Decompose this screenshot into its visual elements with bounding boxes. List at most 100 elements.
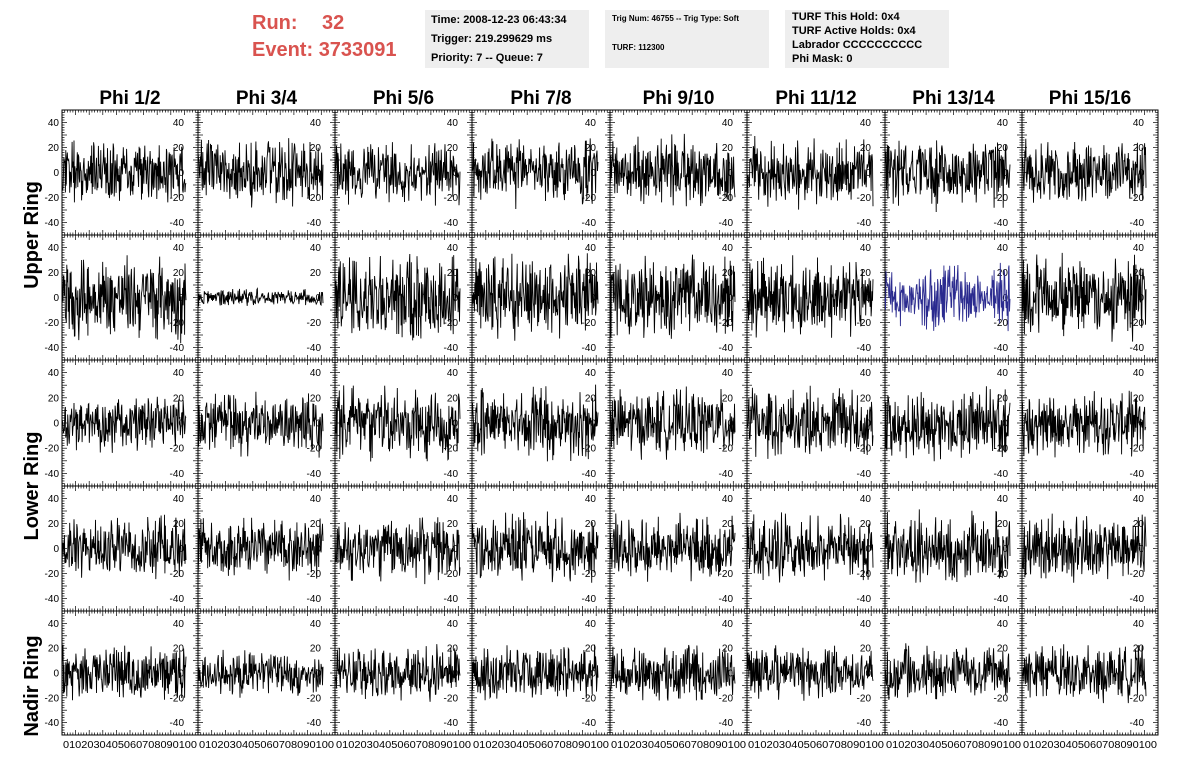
y-tick-label: -20 [45,444,60,455]
y-tick-label: -20 [582,318,597,329]
y-tick-label: 40 [860,118,872,129]
y-tick-label: 20 [173,268,185,279]
waveform-trace [609,253,736,339]
y-tick-label: -40 [994,469,1009,480]
turf-active-holds-text: TURF Active Holds: 0x4 [792,24,942,38]
waveform-trace [746,385,874,459]
y-tick-label: -20 [444,193,459,204]
phi-title-4: Phi 7/8 [510,88,571,109]
y-tick-label: 40 [310,118,322,129]
y-tick-label: -20 [307,444,322,455]
trig-num-text: Trig Num: 46755 -- Trig Type: Soft [612,14,739,23]
y-tick-label: 40 [860,243,872,254]
y-tick-label: -20 [170,318,185,329]
panel-r3-c4: 40 20 0 -20 -40 [471,359,611,487]
y-tick-label: 40 [447,243,459,254]
phi-title-3: Phi 5/6 [373,88,434,109]
y-tick-label: 0 [452,419,458,430]
y-tick-label: -20 [994,318,1009,329]
panel-r1-c6: 40 20 0 -20 -40 [746,109,886,236]
run-event-block: Run: 32 Event: 3733091 [252,10,397,64]
y-tick-label: -40 [1130,343,1145,354]
y-tick-label: 0 [53,293,59,304]
y-tick-label: -40 [170,343,185,354]
phi-title-2: Phi 3/4 [236,88,298,109]
y-tick-label: 20 [310,143,322,154]
phi-titles: Phi 1/2 Phi 3/4 Phi 5/6 Phi 7/8 Phi 9/10 Phi … [99,88,1131,109]
panel-r1-c1: 40 40 20 20 0 0 -20 -20 -40 -40 [45,109,199,236]
y-tick-label: 20 [310,393,322,404]
y-tick-label: 40 [722,368,734,379]
y-tick-label: -20 [719,193,734,204]
waveform-trace [61,140,187,203]
event-row: Event: 3733091 [252,37,397,64]
waveform-trace [61,255,187,344]
y-tick-label: -40 [45,343,60,354]
y-tick-label: 40 [310,243,322,254]
y-tick-label: -20 [444,444,459,455]
phi-title-1: Phi 1/2 [99,88,160,109]
y-tick-label: 0 [727,168,733,179]
y-tick-label: -40 [857,343,872,354]
y-tick-label: 40 [997,243,1009,254]
panel-r3-c3: 40 20 0 -20 -40 [334,359,473,487]
panel-r2-c5: 40 20 0 -20 -40 [609,234,748,361]
y-tick-label: 40 [310,368,322,379]
y-tick-label: 40 [1133,118,1145,129]
y-tick-label: 40 [997,368,1009,379]
time-text: Time: 2008-12-23 06:43:34 [431,11,583,30]
y-tick-label: 0 [590,168,596,179]
y-tick-label: -40 [444,218,459,229]
y-tick-label: -20 [307,318,322,329]
y-tick-label: 40 [48,118,60,129]
waveform-trace [61,396,187,453]
y-tick-label: 40 [722,243,734,254]
y-tick-label: -40 [307,343,322,354]
waveform-trace [746,135,874,210]
y-tick-label: -40 [45,218,60,229]
y-tick-label: 40 [1133,243,1145,254]
event-value: 3733091 [319,39,397,61]
y-tick-label: 0 [178,168,184,179]
waveform-trace [884,386,1011,462]
y-tick-label: 20 [310,268,322,279]
y-tick-label: 40 [48,368,60,379]
turf-hold-box: TURF This Hold: 0x4 TURF Active Holds: 0… [785,10,949,68]
y-tick-label: -40 [719,343,734,354]
y-tick-label: -20 [1130,318,1145,329]
y-tick-label: -20 [1130,193,1145,204]
y-tick-label: -40 [994,343,1009,354]
y-tick-label: -40 [857,469,872,480]
y-tick-label: 40 [585,368,597,379]
y-tick-label: -20 [170,193,185,204]
waveform-trace [609,133,736,207]
waveform-trace [471,384,599,462]
y-tick-label: -20 [857,193,872,204]
phi-title-8: Phi 15/16 [1049,88,1131,109]
y-tick-label: -20 [994,444,1009,455]
y-tick-label: -20 [45,318,60,329]
phi-mask-text: Phi Mask: 0 [792,52,942,66]
y-tick-label: -40 [170,469,185,480]
y-tick-label: 20 [173,143,185,154]
phi-title-5: Phi 9/10 [643,88,715,109]
y-tick-label: -40 [307,469,322,480]
y-tick-label: -20 [857,318,872,329]
y-tick-label: -40 [307,218,322,229]
y-tick-label: -40 [994,218,1009,229]
y-tick-label: 20 [48,393,60,404]
y-tick-label: -20 [45,193,60,204]
y-tick-label: -40 [582,218,597,229]
waveform-trace [197,287,324,307]
y-tick-label: -40 [582,469,597,480]
y-tick-label: 20 [1133,268,1145,279]
